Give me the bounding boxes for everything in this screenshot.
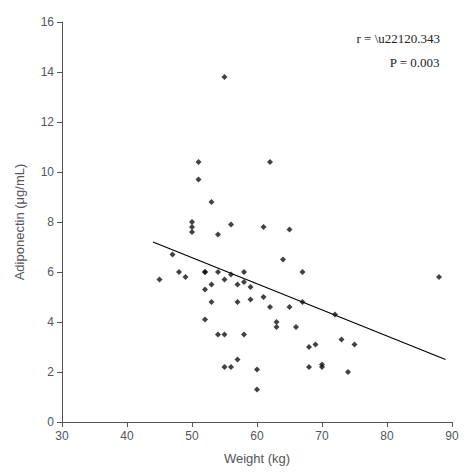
- svg-text:40: 40: [120, 429, 134, 443]
- svg-text:2: 2: [47, 365, 54, 379]
- svg-text:4: 4: [47, 315, 54, 329]
- svg-text:0: 0: [47, 415, 54, 429]
- svg-text:16: 16: [41, 15, 55, 29]
- svg-text:8: 8: [47, 215, 54, 229]
- svg-text:60: 60: [250, 429, 264, 443]
- svg-text:80: 80: [380, 429, 394, 443]
- svg-text:Weight (kg): Weight (kg): [224, 451, 290, 466]
- svg-text:50: 50: [185, 429, 199, 443]
- svg-text:90: 90: [445, 429, 459, 443]
- svg-text:10: 10: [41, 165, 55, 179]
- svg-text:Adiponectin (μg/mL): Adiponectin (μg/mL): [12, 164, 27, 281]
- svg-text:70: 70: [315, 429, 329, 443]
- svg-text:r = \u22120.343: r = \u22120.343: [356, 31, 440, 46]
- svg-text:6: 6: [47, 265, 54, 279]
- svg-text:12: 12: [41, 115, 55, 129]
- svg-text:30: 30: [55, 429, 69, 443]
- svg-text:P = 0.003: P = 0.003: [390, 55, 440, 70]
- svg-text:14: 14: [41, 65, 55, 79]
